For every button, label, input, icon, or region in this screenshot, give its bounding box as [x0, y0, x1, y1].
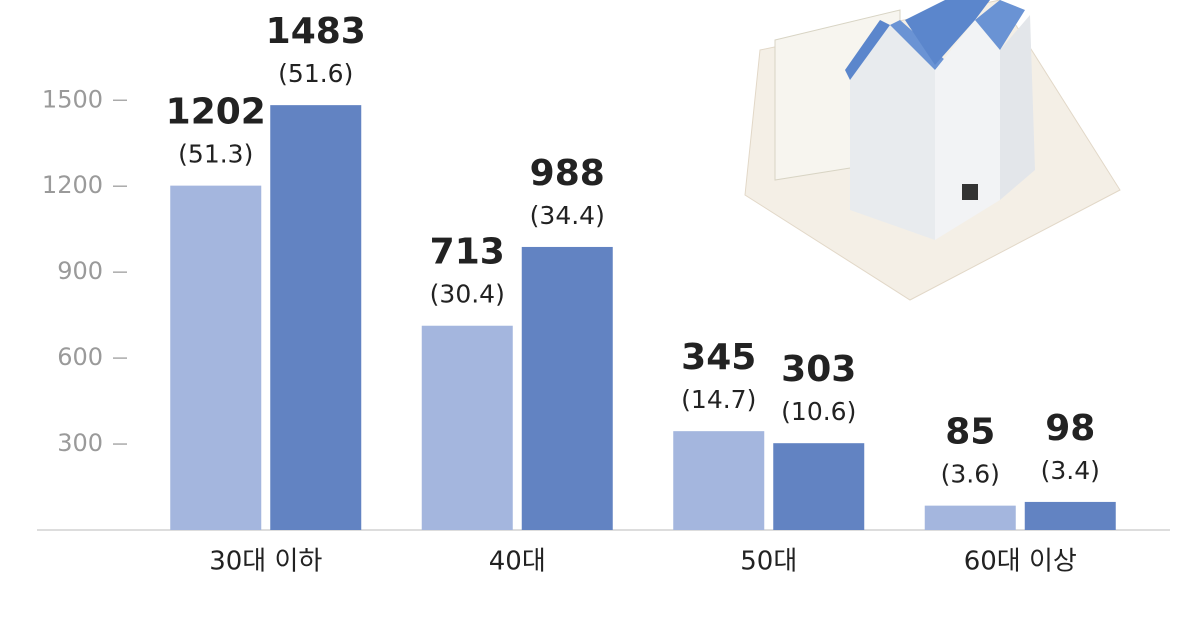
share-label: (51.6) [278, 59, 353, 88]
share-label: (3.4) [1041, 456, 1100, 485]
bar [673, 431, 765, 530]
value-label: 345 [681, 337, 756, 378]
x-tick-label: 30대 이하 [209, 547, 322, 577]
value-label: 1483 [266, 11, 366, 52]
share-label: (30.4) [430, 280, 505, 309]
y-tick-label: 1200 [42, 171, 103, 199]
value-label: 713 [430, 232, 505, 273]
value-label: 85 [945, 412, 995, 453]
y-tick-label: 600 [57, 343, 103, 371]
value-label: 303 [781, 349, 856, 390]
y-tick-label: 1500 [42, 85, 103, 113]
x-tick-label: 40대 [489, 547, 546, 577]
value-label: 98 [1045, 408, 1095, 449]
bar [270, 105, 362, 531]
y-tick-label: 300 [57, 429, 103, 457]
building-illustration [744, 0, 1121, 301]
bar [421, 325, 513, 530]
bar [170, 185, 262, 530]
share-label: (3.6) [941, 460, 1000, 489]
share-label: (14.7) [681, 385, 756, 414]
bar [521, 246, 613, 530]
bar [773, 443, 865, 530]
share-label: (51.3) [178, 140, 253, 169]
value-label: 1202 [166, 92, 266, 133]
y-tick-label: 900 [57, 257, 103, 285]
bar [924, 505, 1016, 530]
x-tick-label: 50대 [740, 547, 797, 577]
value-label: 988 [530, 153, 605, 194]
x-tick-label: 60대 이상 [964, 547, 1077, 577]
bar [1024, 501, 1116, 530]
share-label: (10.6) [781, 397, 856, 426]
share-label: (34.4) [530, 201, 605, 230]
